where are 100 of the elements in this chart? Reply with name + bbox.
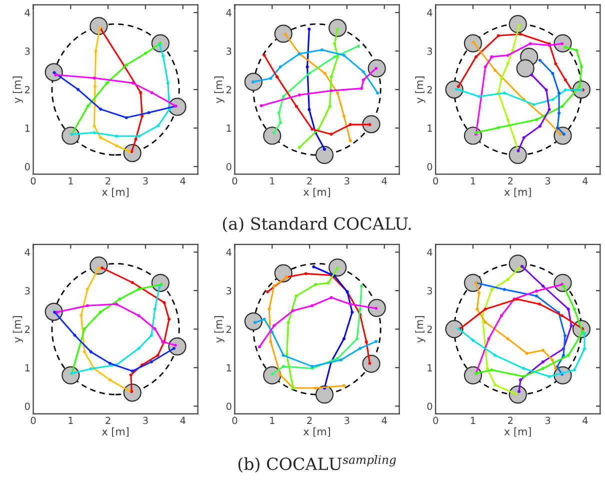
point <box>572 308 576 311</box>
y-tick-label: 2 <box>226 326 231 333</box>
point <box>336 55 340 58</box>
point <box>244 72 262 91</box>
point <box>506 118 510 122</box>
point <box>535 118 538 122</box>
point <box>62 366 80 384</box>
x-tick-label: 3 <box>344 416 350 424</box>
x-tick-label: 2 <box>508 177 513 184</box>
point <box>156 354 160 357</box>
point <box>174 344 177 347</box>
point <box>560 314 564 318</box>
point <box>127 389 131 392</box>
point <box>490 368 494 372</box>
x-axis-title: x [m] <box>102 188 129 198</box>
point <box>310 304 314 308</box>
y-tick-label: 1 <box>25 364 30 372</box>
point <box>328 104 332 108</box>
point <box>129 373 132 376</box>
point <box>357 44 360 48</box>
point <box>262 54 266 57</box>
y-tick-label: 0 <box>427 402 432 410</box>
point <box>130 281 134 284</box>
point <box>342 114 346 118</box>
point <box>115 134 118 138</box>
point <box>500 314 503 318</box>
point <box>570 324 573 328</box>
point <box>153 327 156 330</box>
point <box>518 32 522 36</box>
point <box>252 80 255 84</box>
point <box>306 65 309 68</box>
y-tick-label: 4 <box>226 248 232 256</box>
y-axis-title: y [m] <box>214 76 224 104</box>
point <box>502 288 506 291</box>
point <box>541 348 544 352</box>
point <box>538 124 542 128</box>
point <box>310 128 314 131</box>
point <box>500 76 503 80</box>
point <box>308 72 311 75</box>
point <box>506 54 510 57</box>
point <box>348 139 352 142</box>
point <box>464 366 482 384</box>
y-tick-label: 4 <box>24 248 30 256</box>
point <box>506 62 510 65</box>
point <box>517 266 521 270</box>
point <box>137 314 140 318</box>
y-tick-label: 1 <box>428 364 432 372</box>
point <box>522 366 526 370</box>
point <box>464 34 482 52</box>
point <box>560 42 564 46</box>
point <box>362 115 380 134</box>
point <box>486 366 489 370</box>
x-tick-label: 3 <box>545 416 550 424</box>
x-tick-label: 0 <box>232 177 238 185</box>
point <box>162 301 166 304</box>
y-tick-label: 0 <box>226 163 232 170</box>
point <box>496 126 500 130</box>
point <box>172 346 176 350</box>
point <box>98 310 102 314</box>
point <box>92 76 96 80</box>
point <box>89 367 92 370</box>
point <box>538 302 542 306</box>
point <box>551 98 554 102</box>
point <box>269 340 272 344</box>
y-tick-label: 2 <box>427 326 432 333</box>
point <box>108 362 112 365</box>
point <box>516 59 534 78</box>
y-tick-label: 2 <box>25 86 30 94</box>
y-tick-label: 0 <box>427 163 432 170</box>
y-tick-label: 3 <box>25 287 30 294</box>
point <box>374 306 378 310</box>
point <box>150 360 153 364</box>
point <box>575 48 578 52</box>
point <box>144 52 148 55</box>
point <box>150 91 154 94</box>
point <box>563 334 567 338</box>
point <box>323 72 326 75</box>
point <box>162 54 165 58</box>
point <box>131 81 134 85</box>
point <box>56 310 59 314</box>
point <box>322 148 326 151</box>
point <box>566 354 570 357</box>
x-tick-label: 0 <box>30 177 36 185</box>
point <box>138 134 141 138</box>
point <box>541 366 544 370</box>
point <box>76 88 80 92</box>
point <box>277 111 280 115</box>
x-tick-label: 4 <box>180 177 186 184</box>
point <box>518 378 522 382</box>
point <box>333 55 336 58</box>
point <box>99 108 102 111</box>
point <box>368 123 372 126</box>
point <box>544 88 548 92</box>
x-axis-title: x [m] <box>303 188 330 198</box>
point <box>260 104 263 108</box>
point <box>272 324 276 328</box>
point <box>562 354 566 357</box>
x-axis-title: x [m] <box>102 427 129 437</box>
point <box>348 123 352 126</box>
point <box>362 354 380 373</box>
